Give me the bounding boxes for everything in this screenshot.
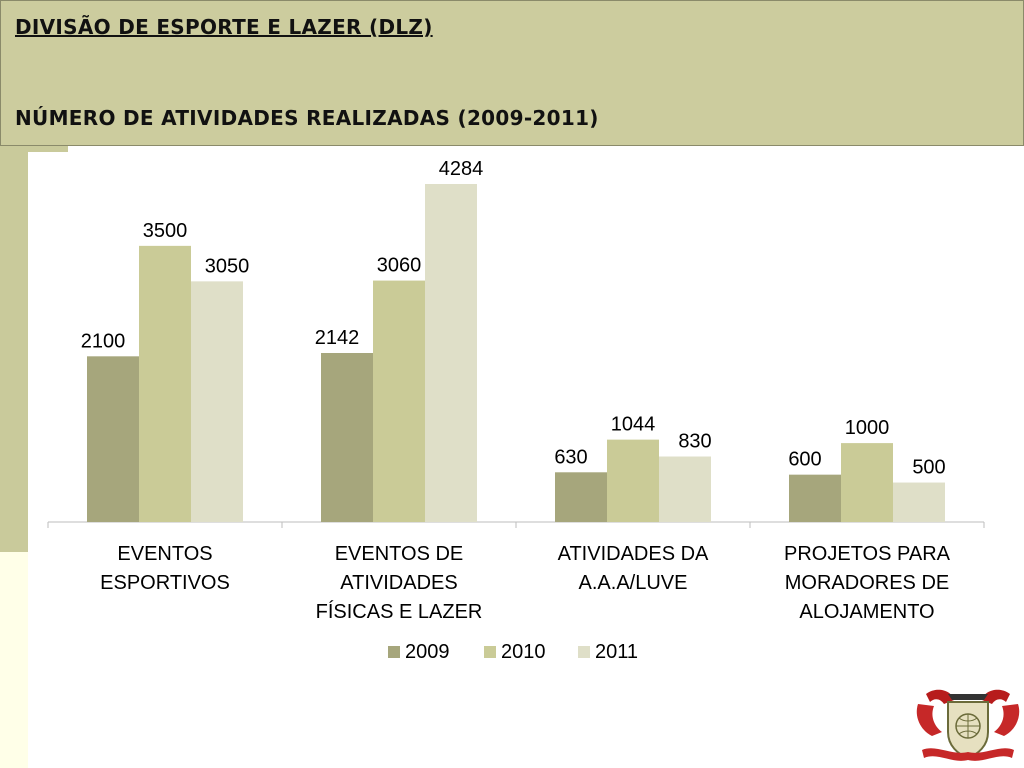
bar-2011 xyxy=(893,482,945,522)
bar-2010 xyxy=(139,245,191,523)
legend-label: 2011 xyxy=(595,641,638,663)
legend-swatch-2010 xyxy=(484,646,496,658)
bar-2011 xyxy=(191,281,243,522)
bar-2010 xyxy=(607,439,659,522)
legend-swatch-2011 xyxy=(578,646,590,658)
institution-seal-icon xyxy=(916,689,1020,761)
category-label: EVENTOS xyxy=(117,543,212,565)
bar-2009 xyxy=(87,356,139,522)
page-title: DIVISÃO DE ESPORTE E LAZER (DLZ) xyxy=(15,15,433,39)
category-label: ESPORTIVOS xyxy=(100,572,230,594)
category-label: EVENTOS DE xyxy=(335,543,464,565)
bar-2009 xyxy=(321,353,373,522)
category-label: MORADORES DE xyxy=(785,572,949,594)
data-label: 2100 xyxy=(81,330,126,352)
chart-title: NÚMERO DE ATIVIDADES REALIZADAS (2009-20… xyxy=(15,106,599,130)
category-label: FÍSICAS E LAZER xyxy=(316,600,483,623)
category-label: ATIVIDADES xyxy=(340,572,457,594)
data-label: 3060 xyxy=(377,255,422,277)
bar-2009 xyxy=(789,474,841,522)
bar-2010 xyxy=(841,443,893,522)
data-label: 830 xyxy=(678,431,711,453)
legend-label: 2010 xyxy=(501,641,546,663)
data-label: 500 xyxy=(912,457,945,479)
category-label: ATIVIDADES DA xyxy=(558,543,709,565)
left-decorative-notch xyxy=(28,146,68,152)
title-banner: DIVISÃO DE ESPORTE E LAZER (DLZ) NÚMERO … xyxy=(0,0,1024,146)
category-label: PROJETOS PARA xyxy=(784,543,951,565)
bar-2011 xyxy=(659,456,711,522)
data-label: 3500 xyxy=(143,220,188,242)
data-label: 2142 xyxy=(315,327,360,349)
category-label: ALOJAMENTO xyxy=(799,601,934,623)
data-label: 600 xyxy=(788,449,821,471)
data-label: 4284 xyxy=(439,158,484,180)
data-label: 1000 xyxy=(845,417,890,439)
legend-swatch-2009 xyxy=(388,646,400,658)
data-label: 1044 xyxy=(611,414,656,436)
data-label: 630 xyxy=(554,446,587,468)
legend-label: 2009 xyxy=(405,641,450,663)
bar-2009 xyxy=(555,472,607,522)
bar-2010 xyxy=(373,280,425,522)
data-label: 3050 xyxy=(205,255,250,277)
category-label: A.A.A/LUVE xyxy=(579,572,688,594)
bar-2011 xyxy=(425,184,477,522)
